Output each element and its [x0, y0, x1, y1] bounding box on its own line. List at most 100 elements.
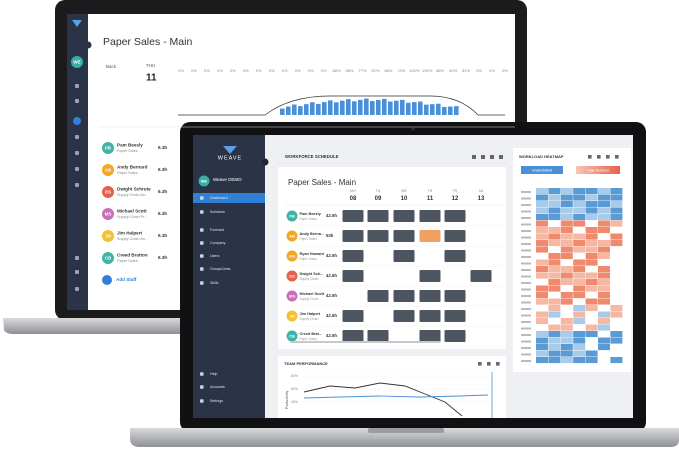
back-nav-icon	[75, 287, 79, 291]
day-date: 11	[427, 196, 434, 202]
heatmap-cell	[560, 292, 573, 299]
heatmap-label	[521, 334, 531, 336]
row-avatar	[286, 310, 298, 322]
heatmap-cell	[536, 331, 548, 338]
back-nav-icon	[75, 256, 79, 260]
day-date: 13	[478, 196, 485, 202]
heatmap-cell	[598, 350, 610, 357]
heatmap-label	[521, 210, 531, 213]
row-avatar	[286, 230, 298, 242]
add-staff-icon	[102, 275, 112, 285]
demand-curve	[178, 95, 505, 116]
day-name: MO	[350, 189, 356, 193]
day-name: TU	[376, 189, 381, 193]
percentage-label: 0%	[295, 68, 301, 73]
heatmap-cell	[610, 253, 623, 260]
menu-icon	[200, 241, 204, 245]
row-role: Paper Sales	[300, 237, 318, 241]
percentage-label: 0%	[308, 68, 314, 73]
demand-bar	[406, 102, 411, 115]
demand-bar	[298, 106, 303, 115]
heatmap-cell	[536, 259, 548, 266]
percentage-label: 0%	[256, 68, 262, 73]
heatmap-cell	[560, 324, 573, 331]
demand-bar	[376, 99, 381, 115]
heatmap-cell	[598, 259, 610, 266]
toolbar-icon	[478, 362, 482, 366]
demand-bar	[364, 98, 369, 115]
heatmap-cell	[560, 246, 573, 253]
heatmap-cell	[560, 233, 573, 240]
back-day: THU	[146, 63, 155, 68]
heatmap-cell	[536, 318, 548, 325]
heatmap-cell	[536, 357, 548, 364]
heatmap-label	[521, 275, 531, 278]
heatmap-cell	[585, 246, 598, 253]
heatmap-cell	[610, 318, 623, 325]
percentage-label: 0%	[489, 68, 495, 73]
performance-line-dark	[303, 382, 463, 417]
front-logo-mark	[223, 146, 237, 154]
menu-active	[193, 193, 265, 203]
row-initials: PB	[289, 214, 295, 219]
back-nav-icon	[75, 167, 79, 171]
heatmap-label	[521, 314, 531, 317]
back-collapse	[84, 41, 92, 49]
shift-block	[444, 310, 466, 322]
menu-icon	[200, 196, 204, 200]
demand-bar	[400, 99, 405, 115]
performance-tick: 80%	[291, 374, 298, 378]
heatmap-cell	[573, 220, 586, 227]
heatmap-cell	[560, 214, 573, 221]
heatmap-cell	[610, 324, 623, 331]
heatmap-cell	[585, 285, 598, 292]
performance-line-blue	[303, 394, 489, 399]
heatmap-label	[521, 288, 531, 291]
staff-avatar	[102, 186, 114, 198]
back-link: Back	[106, 64, 117, 69]
row-name: Jim Halpert	[300, 312, 321, 316]
menu-item: Schedule	[210, 210, 225, 214]
heatmap-cell	[585, 318, 598, 325]
front-user-initials: WE	[201, 179, 208, 184]
heatmap-cell	[573, 357, 586, 364]
shift-block	[342, 230, 364, 242]
heatmap-cell	[585, 305, 598, 312]
toolbar-icon	[597, 155, 601, 159]
legend-low	[521, 166, 563, 174]
heatmap-cell	[548, 285, 561, 292]
heatmap-cell	[548, 292, 561, 299]
heatmap-cell	[536, 324, 548, 331]
heatmap-cell	[548, 227, 561, 234]
heatmap-cell	[548, 188, 561, 195]
heatmap-cell	[548, 344, 561, 351]
percentage-label: 0%	[321, 68, 327, 73]
heatmap-cell	[573, 246, 586, 253]
shift-block	[342, 330, 364, 342]
heatmap-cell	[548, 240, 561, 247]
front-user-avatar	[198, 175, 210, 187]
heatmap-cell	[560, 337, 573, 344]
heatmap-cell	[585, 220, 598, 227]
heatmap-cell	[585, 357, 598, 364]
toolbar-icon	[606, 155, 610, 159]
back-nav-icon	[75, 135, 79, 139]
heatmap-cell	[548, 324, 561, 331]
heatmap-cell	[560, 305, 573, 312]
heatmap-cell	[573, 259, 586, 266]
heatmap-cell	[536, 227, 548, 234]
shift-block	[367, 230, 389, 242]
shift-block	[342, 270, 364, 282]
shift-block	[470, 270, 492, 282]
staff-initials: CB	[105, 256, 112, 261]
heatmap-cell	[610, 357, 623, 364]
heatmap-cell	[598, 318, 610, 325]
staff-initials: MS	[105, 212, 112, 217]
heatmap-cell	[573, 311, 586, 318]
heatmap-cell	[610, 292, 623, 299]
shift-block	[419, 310, 441, 322]
heatmap-cell	[573, 331, 586, 338]
shift-block	[342, 310, 364, 322]
back-title: Paper Sales - Main	[103, 36, 192, 48]
